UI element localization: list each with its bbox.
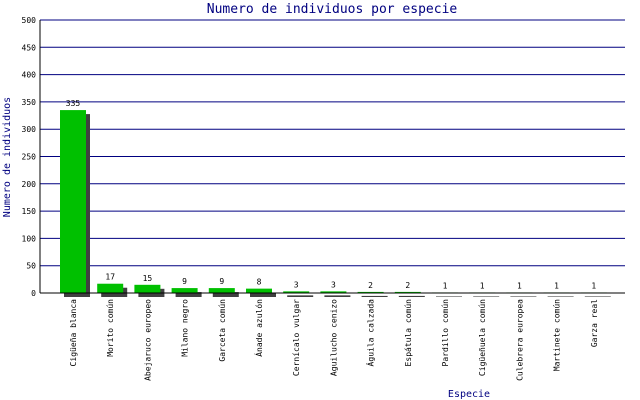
y-tick-label: 500 — [22, 16, 37, 25]
chart-title: Numero de individuos por especie — [207, 2, 458, 17]
bar-shadow — [547, 296, 574, 297]
bar — [283, 291, 310, 293]
x-tick-label: Milano negro — [181, 299, 190, 357]
value-label: 2 — [368, 281, 373, 290]
y-tick-label: 300 — [22, 125, 37, 134]
x-tick-label: Águila calzada — [365, 299, 376, 367]
bar-shadow — [324, 295, 351, 297]
value-label: 1 — [480, 281, 485, 290]
x-tick-label: Ánade azulón — [253, 299, 264, 357]
value-label: 335 — [66, 99, 81, 108]
y-tick-label: 0 — [31, 289, 36, 298]
bar — [357, 291, 384, 293]
y-tick-label: 200 — [22, 180, 37, 189]
bar-shadow — [473, 296, 500, 297]
y-tick-label: 50 — [26, 262, 36, 271]
value-label: 8 — [257, 278, 262, 287]
bar-shadow — [175, 292, 202, 297]
y-tick-label: 350 — [22, 98, 37, 107]
value-label: 17 — [105, 273, 115, 282]
bar-shadow — [584, 296, 611, 297]
bar-shadow — [510, 296, 537, 297]
y-axis-label: Numero de individuos — [2, 97, 13, 217]
y-tick-label: 250 — [22, 153, 37, 162]
x-tick-label: Aguilucho cenizo — [329, 299, 338, 376]
value-label: 1 — [517, 281, 522, 290]
bar-shadow — [212, 292, 239, 297]
bar-shadow — [250, 292, 276, 297]
x-tick-label: Garceta común — [218, 299, 227, 362]
bar-shadow — [436, 296, 462, 297]
bar-shadow — [361, 295, 388, 297]
x-tick-label: Pardillo común — [441, 299, 450, 367]
value-label: 3 — [294, 280, 299, 289]
x-axis-label: Especie — [448, 389, 490, 400]
y-tick-label: 450 — [22, 43, 37, 52]
bar — [60, 110, 86, 293]
y-tick-label: 100 — [22, 234, 37, 243]
x-tick-label: Cigüeña blanca — [69, 299, 78, 367]
value-label: 9 — [182, 277, 187, 286]
value-label: 1 — [591, 281, 596, 290]
x-tick-label: Morito común — [106, 299, 115, 357]
value-label: 15 — [143, 274, 153, 283]
bar — [171, 288, 198, 293]
y-tick-label: 150 — [22, 207, 37, 216]
x-tick-label: Cigüeñuela común — [478, 299, 487, 376]
y-tick-label: 400 — [22, 71, 37, 80]
bar — [134, 284, 161, 293]
value-label: 2 — [405, 281, 410, 290]
bar — [394, 291, 421, 293]
bar — [320, 291, 347, 293]
value-label: 1 — [554, 281, 559, 290]
bar — [246, 288, 272, 293]
bar — [208, 288, 235, 293]
value-label: 1 — [443, 281, 448, 290]
x-tick-label: Cernícalo vulgar — [292, 299, 301, 376]
bar — [97, 283, 124, 293]
x-tick-label: Martinete común — [553, 299, 562, 371]
value-label: 9 — [219, 277, 224, 286]
bar-shadow — [398, 295, 425, 297]
x-tick-label: Garza real — [590, 299, 599, 347]
value-label: 3 — [331, 280, 336, 289]
x-tick-label: Espátula común — [404, 299, 413, 367]
x-tick-label: Culebrera europea — [515, 299, 524, 381]
x-tick-label: Abejaruco europeo — [143, 299, 152, 381]
bar-shadow — [287, 295, 314, 297]
